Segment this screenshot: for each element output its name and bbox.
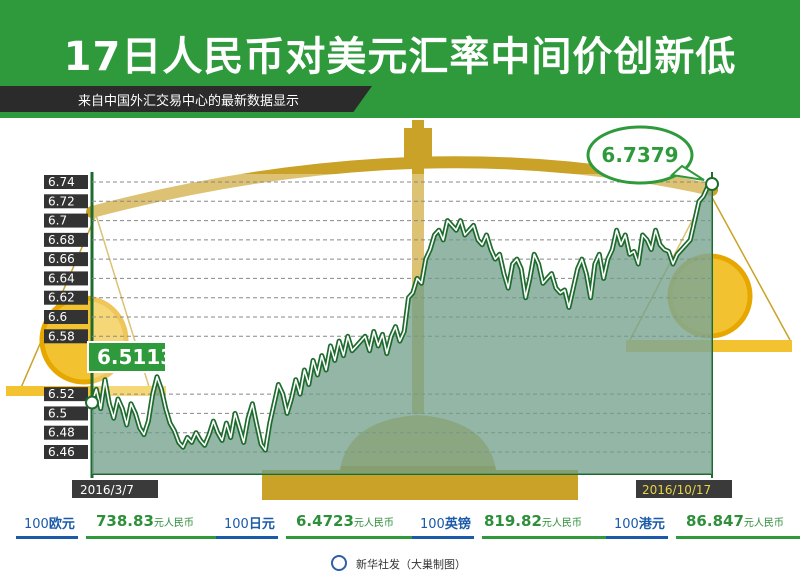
y-tick-label: 6.68 xyxy=(48,233,75,247)
y-tick-box xyxy=(44,425,88,440)
currency-value: 6.4723元人民币 xyxy=(296,512,394,530)
y-tick-box xyxy=(44,290,88,305)
chart-area xyxy=(89,181,714,474)
end-value-bubble xyxy=(586,125,694,185)
currency-value: 738.83元人民币 xyxy=(96,512,194,530)
y-tick-label: 6.52 xyxy=(48,387,75,401)
end-value-bubble-tail xyxy=(669,164,705,181)
scale-right-string xyxy=(707,189,791,341)
y-tick-label: 6.7 xyxy=(48,214,67,228)
currency-underline-blue xyxy=(606,536,668,539)
currency-underline-green xyxy=(676,536,800,539)
currency-underline-blue xyxy=(412,536,474,539)
end-point-marker xyxy=(705,177,719,192)
y-tick-label: 6.64 xyxy=(48,271,75,285)
start-value-label: 6.5113 xyxy=(97,345,174,369)
page-title: 17日人民币对美元汇率中间价创新低 xyxy=(63,34,737,80)
y-tick-label: 6.66 xyxy=(48,252,75,266)
y-tick-box xyxy=(44,194,88,209)
banner-divider xyxy=(0,118,800,122)
subtitle-bar xyxy=(0,86,372,112)
x-start-label: 2016/3/7 xyxy=(80,483,134,497)
y-tick-label: 6.48 xyxy=(48,426,75,440)
y-axis-ticks: 6.74 6.72 6.7 6.68 6.66 6.64 6.62 6.6 6.58 6.52 6.… xyxy=(44,175,88,459)
y-tick-box xyxy=(44,271,88,286)
xinhua-logo-icon xyxy=(331,555,347,571)
y-tick-label: 6.6 xyxy=(48,310,67,324)
series-area xyxy=(92,184,712,474)
currency-underline-blue xyxy=(216,536,278,539)
y-tick-box xyxy=(44,406,88,421)
currency-underline-blue xyxy=(16,536,78,539)
end-value-label: 6.7379 xyxy=(601,143,678,167)
currency-underline-green xyxy=(482,536,622,539)
y-tick-box xyxy=(44,310,88,324)
currency-unit: 100欧元 xyxy=(24,517,75,532)
start-value-box xyxy=(87,341,167,373)
y-tick-box xyxy=(44,213,88,228)
scale-finial xyxy=(412,120,424,134)
y-tick-box xyxy=(44,387,88,402)
currency-unit: 100英镑 xyxy=(420,517,471,532)
y-tick-label: 6.58 xyxy=(48,329,75,343)
series-line xyxy=(91,183,713,451)
y-tick-label: 6.74 xyxy=(48,175,75,189)
x-end-box xyxy=(636,480,732,498)
y-tick-box xyxy=(44,329,88,344)
currency-underline-green xyxy=(286,536,424,539)
start-point-marker xyxy=(85,395,99,410)
currency-unit: 100港元 xyxy=(614,517,665,532)
chart-labels: 6.5113 6.7379 2016/3/7 2016/10/17 xyxy=(72,125,732,498)
x-start-box xyxy=(72,480,158,498)
y-tick-box xyxy=(44,252,88,267)
page-subtitle: 来自中国外汇交易中心的最新数据显示 xyxy=(78,94,300,109)
y-tick-box xyxy=(44,175,88,189)
currency-underline-green xyxy=(86,536,224,539)
y-tick-box xyxy=(44,445,88,459)
y-tick-label: 6.62 xyxy=(48,291,75,305)
currency-unit: 100日元 xyxy=(224,517,275,532)
credit-text: 新华社发（大巢制图） xyxy=(356,558,466,571)
y-tick-label: 6.46 xyxy=(48,445,75,459)
y-tick-box xyxy=(44,232,88,247)
y-tick-label: 6.5 xyxy=(48,406,67,420)
currency-value: 819.82元人民币 xyxy=(484,512,582,530)
x-end-label: 2016/10/17 xyxy=(642,483,711,497)
currency-value: 86.847元人民币 xyxy=(686,512,784,530)
y-tick-label: 6.72 xyxy=(48,194,75,208)
